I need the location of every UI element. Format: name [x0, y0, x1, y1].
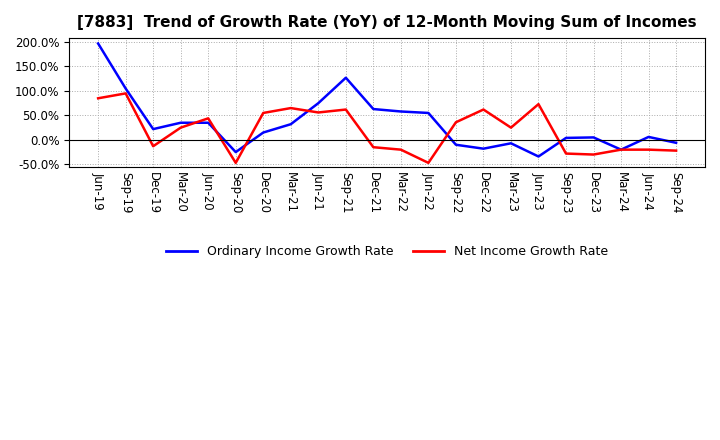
Ordinary Income Growth Rate — [562, 135, 570, 140]
Ordinary Income Growth Rate — [122, 86, 130, 91]
Ordinary Income Growth Rate — [94, 41, 102, 46]
Ordinary Income Growth Rate — [451, 142, 460, 147]
Net Income Growth Rate — [149, 143, 158, 149]
Ordinary Income Growth Rate — [176, 120, 185, 125]
Ordinary Income Growth Rate — [507, 141, 516, 146]
Ordinary Income Growth Rate — [617, 147, 626, 152]
Ordinary Income Growth Rate — [341, 75, 350, 81]
Net Income Growth Rate — [672, 148, 680, 153]
Ordinary Income Growth Rate — [287, 121, 295, 127]
Net Income Growth Rate — [314, 110, 323, 115]
Ordinary Income Growth Rate — [369, 106, 378, 112]
Line: Net Income Growth Rate: Net Income Growth Rate — [98, 93, 676, 163]
Ordinary Income Growth Rate — [204, 120, 212, 125]
Ordinary Income Growth Rate — [149, 126, 158, 132]
Net Income Growth Rate — [617, 147, 626, 152]
Net Income Growth Rate — [369, 145, 378, 150]
Ordinary Income Growth Rate — [397, 109, 405, 114]
Net Income Growth Rate — [231, 160, 240, 165]
Net Income Growth Rate — [341, 107, 350, 112]
Net Income Growth Rate — [589, 152, 598, 157]
Ordinary Income Growth Rate — [231, 150, 240, 155]
Net Income Growth Rate — [176, 125, 185, 130]
Ordinary Income Growth Rate — [479, 146, 487, 151]
Line: Ordinary Income Growth Rate: Ordinary Income Growth Rate — [98, 44, 676, 157]
Ordinary Income Growth Rate — [424, 110, 433, 116]
Net Income Growth Rate — [479, 107, 487, 112]
Net Income Growth Rate — [562, 151, 570, 156]
Ordinary Income Growth Rate — [314, 100, 323, 106]
Net Income Growth Rate — [451, 120, 460, 125]
Title: [7883]  Trend of Growth Rate (YoY) of 12-Month Moving Sum of Incomes: [7883] Trend of Growth Rate (YoY) of 12-… — [77, 15, 697, 30]
Net Income Growth Rate — [204, 116, 212, 121]
Legend: Ordinary Income Growth Rate, Net Income Growth Rate: Ordinary Income Growth Rate, Net Income … — [161, 240, 613, 263]
Ordinary Income Growth Rate — [534, 154, 543, 159]
Ordinary Income Growth Rate — [672, 140, 680, 146]
Net Income Growth Rate — [424, 160, 433, 165]
Net Income Growth Rate — [397, 147, 405, 152]
Ordinary Income Growth Rate — [259, 130, 268, 135]
Net Income Growth Rate — [534, 102, 543, 107]
Net Income Growth Rate — [122, 91, 130, 96]
Net Income Growth Rate — [644, 147, 653, 152]
Net Income Growth Rate — [94, 95, 102, 101]
Net Income Growth Rate — [259, 110, 268, 116]
Net Income Growth Rate — [287, 106, 295, 111]
Net Income Growth Rate — [507, 125, 516, 130]
Ordinary Income Growth Rate — [644, 134, 653, 139]
Ordinary Income Growth Rate — [589, 135, 598, 140]
